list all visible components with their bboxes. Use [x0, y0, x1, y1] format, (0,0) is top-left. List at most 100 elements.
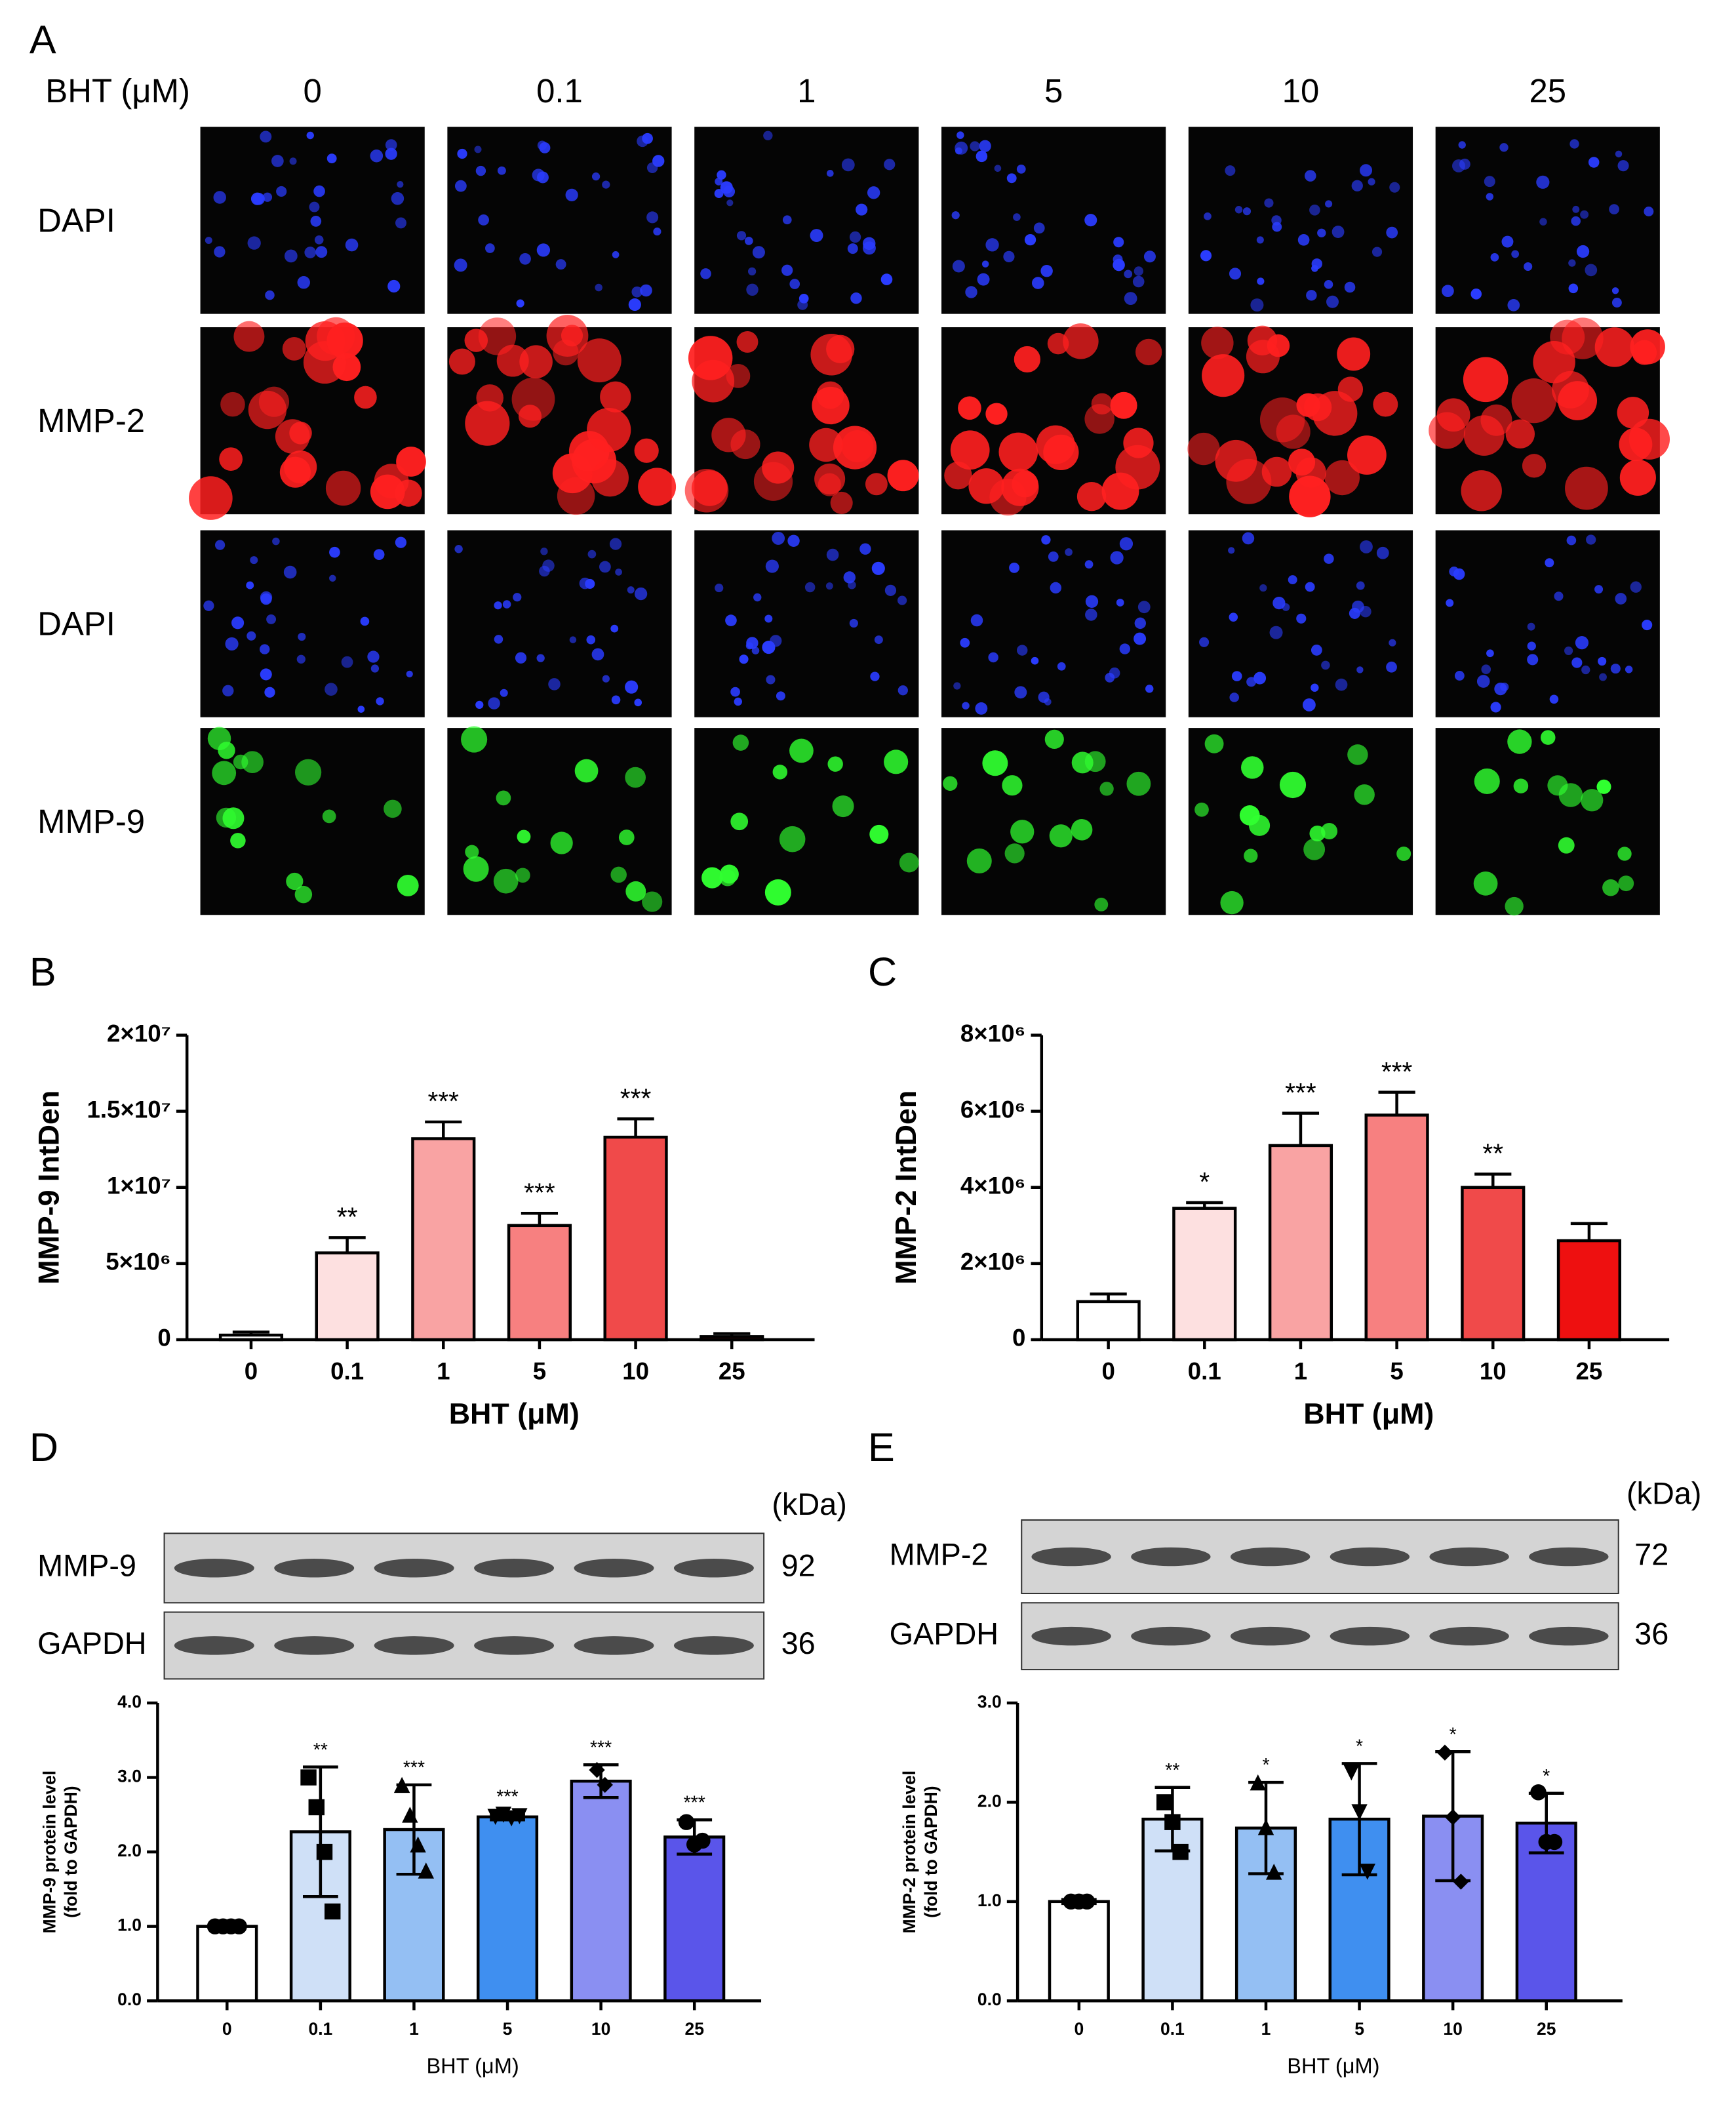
cell	[1200, 250, 1212, 262]
data-point	[393, 1776, 410, 1793]
cell	[1288, 575, 1297, 585]
cell	[591, 648, 604, 661]
cell	[627, 586, 635, 594]
cell	[730, 687, 740, 697]
cell	[1558, 783, 1583, 807]
cell	[271, 155, 284, 167]
cell	[1501, 235, 1514, 248]
cell	[1044, 729, 1064, 749]
cell	[1226, 458, 1272, 504]
cell	[282, 337, 306, 361]
cell	[516, 299, 524, 308]
cell	[1360, 164, 1373, 177]
cell	[309, 201, 320, 212]
cell	[1050, 582, 1061, 594]
cell	[1113, 258, 1125, 271]
cell	[826, 170, 834, 177]
y-tick-label: 0.0	[117, 1990, 142, 2009]
cell	[867, 186, 880, 199]
cell	[610, 624, 619, 633]
band-label: MMP-2	[890, 1537, 989, 1571]
data-point	[1436, 1744, 1453, 1761]
cell	[1347, 435, 1387, 475]
x-tick-label: 1	[1261, 2019, 1271, 2039]
band	[474, 1559, 555, 1578]
cell	[1596, 779, 1611, 794]
y-tick-label: 0	[157, 1325, 170, 1351]
cell	[279, 456, 311, 488]
cell	[214, 540, 226, 550]
band	[374, 1636, 454, 1655]
cell	[1554, 591, 1564, 601]
cell	[711, 418, 746, 452]
blot	[1021, 1602, 1619, 1671]
cell	[1071, 751, 1094, 774]
cell	[1003, 250, 1015, 262]
data-point	[1257, 1819, 1274, 1835]
cell	[360, 616, 370, 626]
cell	[1376, 546, 1389, 559]
cell	[850, 292, 862, 304]
cell	[765, 559, 779, 573]
cell	[1084, 404, 1115, 434]
cell	[734, 697, 742, 706]
x-tick-label: 25	[684, 2019, 703, 2039]
cell	[1132, 275, 1145, 288]
cell	[732, 734, 749, 751]
cell	[1040, 264, 1053, 277]
column-label: 1	[797, 72, 816, 110]
data-point	[1351, 1804, 1368, 1820]
cell	[539, 565, 550, 577]
cell	[870, 671, 880, 681]
significance-label: *	[1199, 1167, 1210, 1197]
cell	[537, 140, 547, 150]
micrograph	[447, 127, 672, 314]
cell	[387, 279, 401, 293]
data-point	[1444, 1809, 1461, 1826]
cell	[1256, 236, 1264, 244]
cell	[776, 691, 785, 701]
cell	[1539, 218, 1547, 226]
cell	[1115, 445, 1160, 490]
data-point	[694, 1832, 711, 1849]
cell	[1389, 182, 1400, 193]
cell	[849, 618, 858, 628]
cell	[579, 577, 591, 590]
cell	[634, 438, 659, 463]
cell	[247, 631, 256, 641]
cell	[960, 637, 970, 648]
y-tick-label: 2×10⁶	[960, 1249, 1025, 1275]
y-axis-label: (fold to GAPDH)	[921, 1786, 941, 1917]
cell	[1044, 698, 1052, 706]
y-tick-label: 2×10⁷	[107, 1020, 171, 1047]
cell	[1463, 415, 1505, 456]
cell	[612, 251, 620, 258]
cell	[981, 260, 989, 268]
y-axis-label: (fold to GAPDH)	[61, 1786, 81, 1917]
error-bar	[1282, 1111, 1320, 1146]
cell	[1522, 454, 1547, 478]
cell	[367, 650, 380, 663]
cell	[1134, 266, 1143, 276]
data-point	[402, 1807, 418, 1823]
row-label: MMP-2	[37, 402, 145, 439]
cell	[454, 545, 463, 553]
kda-label: 36	[1634, 1617, 1668, 1651]
x-axis-label: BHT (μM)	[1287, 2054, 1379, 2078]
y-axis-label: MMP-2 IntDen	[890, 1091, 922, 1285]
cell	[1134, 632, 1147, 645]
cell	[1352, 600, 1364, 613]
significance-label: ***	[524, 1178, 555, 1208]
cell	[1386, 226, 1398, 239]
bar	[1172, 1207, 1237, 1342]
cell	[816, 381, 844, 409]
data-point	[1250, 1774, 1266, 1791]
micrograph	[941, 530, 1166, 717]
cell	[1194, 802, 1209, 817]
band	[274, 1559, 355, 1578]
unit-label: (kDa)	[1627, 1477, 1701, 1511]
cell	[1043, 434, 1079, 471]
micrograph-bg	[694, 127, 919, 314]
band	[1031, 1547, 1111, 1567]
cell	[880, 273, 893, 285]
